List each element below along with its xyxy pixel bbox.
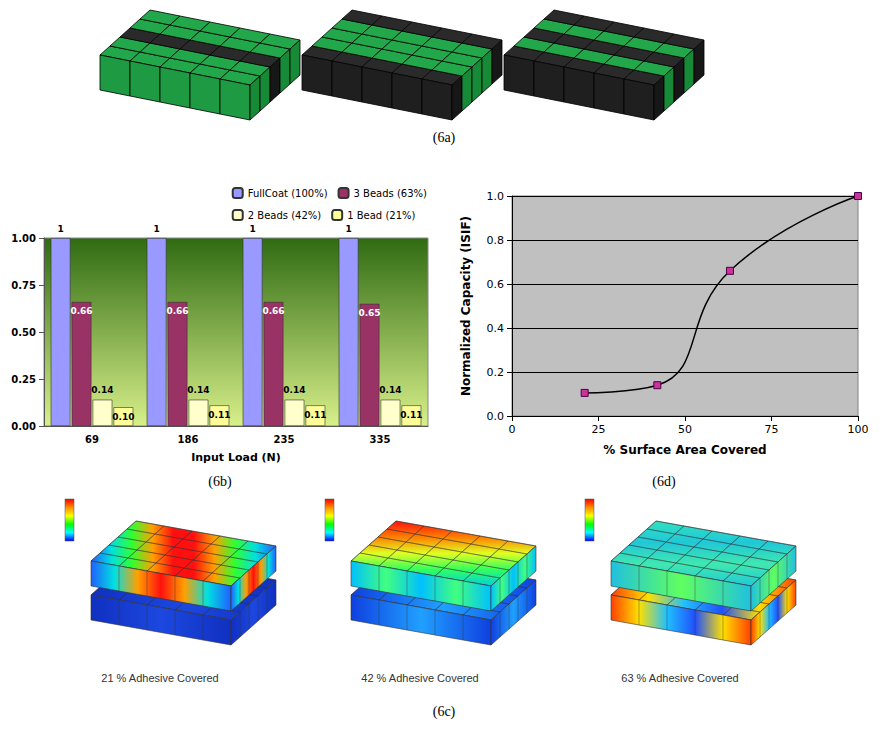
svg-text:0.6: 0.6	[487, 278, 505, 291]
html-text:(6b): (6b)	[208, 474, 232, 489]
svg-text:0.14: 0.14	[187, 385, 209, 395]
svg-text:0.66: 0.66	[70, 306, 92, 316]
html-text:21 % Adhesive Covered: 21 % Adhesive Covered	[101, 672, 219, 684]
svg-text:0.2: 0.2	[487, 366, 505, 379]
svg-text:0.50: 0.50	[11, 327, 36, 338]
svg-text:1.0: 1.0	[487, 190, 505, 203]
svg-text:0.0: 0.0	[487, 410, 505, 423]
svg-text:0.65: 0.65	[358, 308, 380, 318]
svg-text:1: 1	[153, 224, 159, 234]
svg-text:0.75: 0.75	[11, 280, 36, 291]
svg-text:2 Beads (42%): 2 Beads (42%)	[248, 210, 322, 221]
svg-text:0.8: 0.8	[487, 234, 505, 247]
svg-text:25: 25	[592, 423, 606, 436]
svg-text:0.10: 0.10	[112, 412, 134, 422]
svg-text:0.00: 0.00	[11, 421, 36, 432]
svg-text:0.66: 0.66	[262, 306, 284, 316]
svg-text:50: 50	[678, 423, 692, 436]
html-text:63 % Adhesive Covered: 63 % Adhesive Covered	[621, 672, 739, 684]
svg-text:69: 69	[85, 434, 99, 445]
svg-text:1: 1	[345, 224, 351, 234]
html-text:42 % Adhesive Covered: 42 % Adhesive Covered	[361, 672, 479, 684]
svg-text:Normalized Capacity (ISIF): Normalized Capacity (ISIF)	[459, 216, 473, 396]
svg-text:100: 100	[848, 423, 869, 436]
svg-text:1: 1	[57, 224, 63, 234]
svg-text:1: 1	[249, 224, 255, 234]
svg-text:0.25: 0.25	[11, 374, 36, 385]
svg-text:3 Beads (63%): 3 Beads (63%)	[354, 188, 428, 199]
svg-text:75: 75	[765, 423, 779, 436]
svg-text:0.14: 0.14	[91, 385, 113, 395]
html-text:(6d): (6d)	[652, 474, 676, 489]
svg-text:0.11: 0.11	[400, 410, 422, 420]
svg-text:1 Bead (21%): 1 Bead (21%)	[347, 210, 415, 221]
svg-text:% Surface Area Covered: % Surface Area Covered	[603, 443, 766, 457]
svg-text:235: 235	[274, 434, 295, 445]
svg-text:0.66: 0.66	[166, 306, 188, 316]
svg-text:0.11: 0.11	[208, 410, 230, 420]
svg-text:335: 335	[370, 434, 391, 445]
html-text:(6a): (6a)	[432, 130, 456, 145]
svg-text:0.14: 0.14	[379, 385, 401, 395]
svg-text:1.00: 1.00	[11, 233, 36, 244]
svg-text:Input Load (N): Input Load (N)	[191, 451, 281, 464]
svg-text:0.14: 0.14	[283, 385, 305, 395]
svg-text:0.11: 0.11	[304, 410, 326, 420]
svg-text:186: 186	[178, 434, 199, 445]
svg-text:0: 0	[509, 423, 516, 436]
svg-text:0.4: 0.4	[487, 322, 505, 335]
svg-text:FullCoat (100%): FullCoat (100%)	[248, 188, 328, 199]
html-text:(6c): (6c)	[432, 704, 456, 719]
